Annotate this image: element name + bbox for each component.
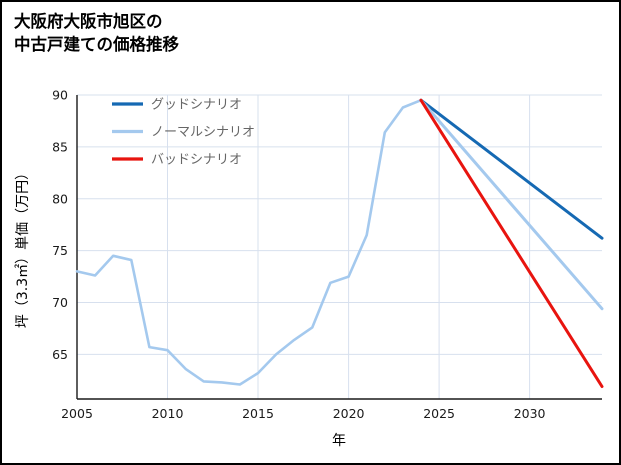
chart-title: 大阪府大阪市旭区の 中古戸建ての価格推移 — [14, 10, 179, 57]
x-tick-label-2005: 2005 — [61, 406, 93, 421]
y-tick-label-90: 90 — [52, 88, 68, 103]
chart-title-line1: 大阪府大阪市旭区の — [14, 12, 163, 31]
x-tick-label-2030: 2030 — [514, 406, 546, 421]
series-line-good — [419, 98, 604, 240]
x-tick-label-2015: 2015 — [242, 406, 274, 421]
chart-title-line2: 中古戸建ての価格推移 — [14, 35, 179, 55]
legend-label-normal: ノーマルシナリオ — [151, 125, 255, 140]
legend-label-bad: バッドシナリオ — [151, 153, 242, 168]
x-tick-label-2025: 2025 — [423, 406, 455, 421]
series-line-normal — [419, 98, 604, 311]
y-tick-label-65: 65 — [52, 347, 68, 362]
series-line-history — [75, 98, 423, 386]
y-tick-label-80: 80 — [52, 191, 68, 206]
x-axis-label: 年 — [332, 433, 346, 449]
y-tick-label-85: 85 — [52, 139, 68, 154]
series-line-bad — [419, 98, 604, 388]
x-tick-label-2010: 2010 — [152, 406, 184, 421]
y-tick-label-75: 75 — [52, 243, 68, 258]
x-tick-label-2020: 2020 — [333, 406, 365, 421]
legend-label-good: グッドシナリオ — [151, 98, 242, 113]
y-tick-label-70: 70 — [52, 295, 68, 310]
y-axis-label: 坪（3.3㎡）単価（万円） — [15, 165, 31, 329]
